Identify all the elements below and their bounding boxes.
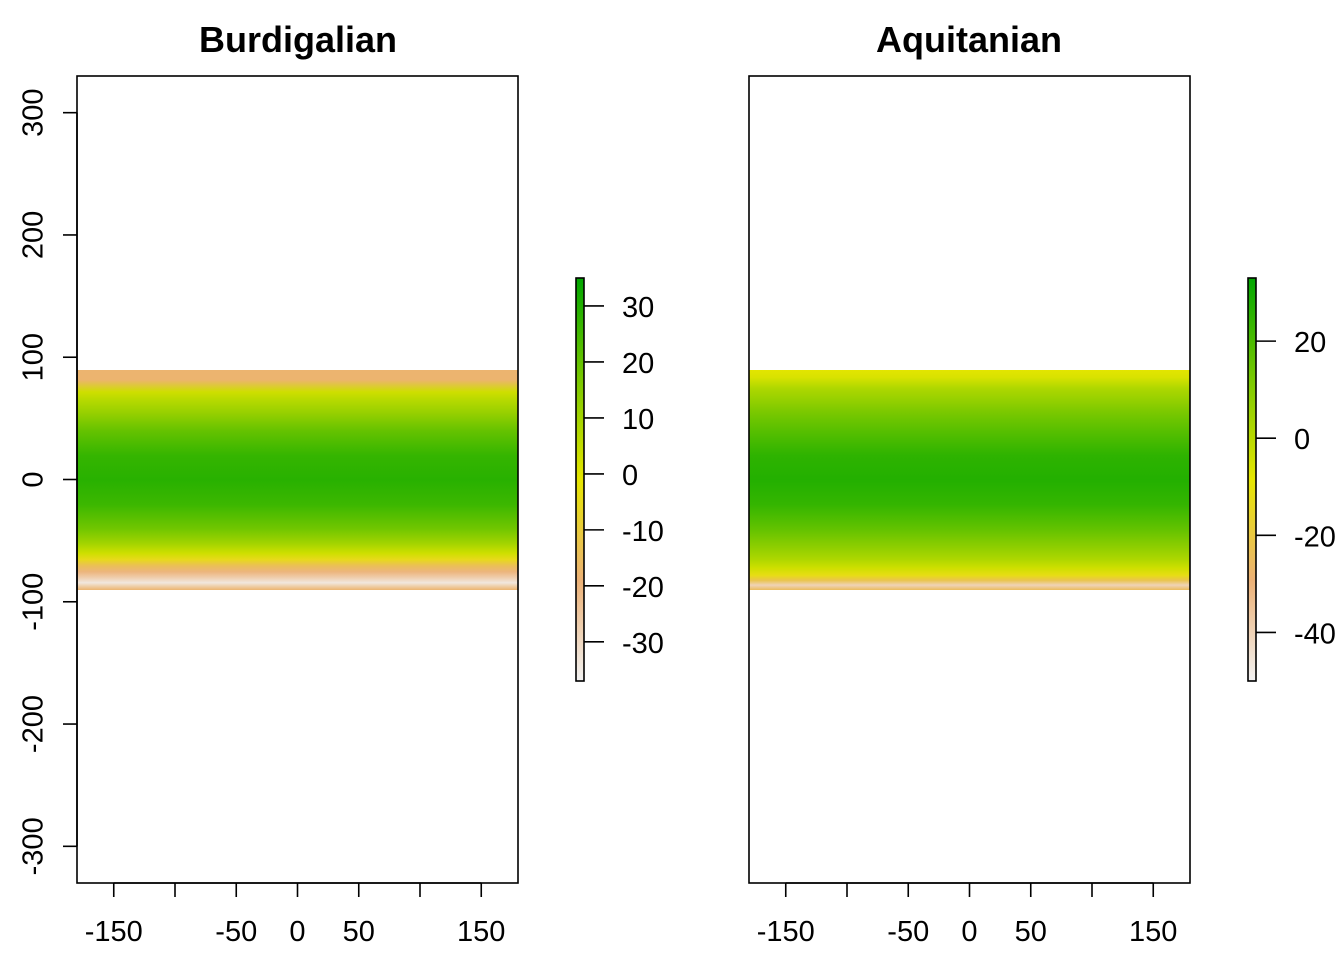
chart-title: Burdigalian [199,19,397,60]
chart-title: Aquitanian [876,19,1062,60]
legend-tick-label: 0 [622,460,638,492]
raster-field [749,370,1190,590]
legend-tick-label: -40 [1294,618,1336,650]
y-tick-label: -200 [18,695,50,753]
x-tick-label: 50 [1015,916,1047,948]
color-legend: 20 0 -20 -40 [1247,277,1336,682]
color-legend: 30 20 10 0 -10 -20 -30 [575,277,664,682]
x-tick-label: -50 [215,916,257,948]
legend-colorbar [1248,278,1256,681]
x-tick-label: -50 [887,916,929,948]
legend-tick-label: 10 [622,404,654,436]
x-axis: -150 -50 0 50 150 [85,882,505,948]
legend-tick-label: -20 [1294,521,1336,553]
x-tick-label: -150 [757,916,815,948]
legend-tick-label: 0 [1294,424,1310,456]
legend-tick-label: -10 [622,516,664,548]
legend-tick-label: -30 [622,628,664,660]
y-tick-label: 0 [18,471,50,487]
panel-aquitanian: Aquitanian -150 -50 0 50 150 20 0 -20 -40 [748,19,1336,948]
x-tick-label: 150 [1129,916,1177,948]
x-tick-label: 0 [289,916,305,948]
panel-burdigalian: Burdigalian -150 -50 0 50 150 -300-200-10001… [18,19,664,948]
legend-tick-label: -20 [622,572,664,604]
y-tick-label: -100 [18,573,50,631]
legend-frame [575,277,585,682]
y-tick-label: 200 [18,211,50,259]
y-axis: -300 -200 -100 0 100 200 300 [18,88,78,875]
legend-ticks: 20 0 -20 -40 [1256,327,1336,650]
legend-ticks: 30 20 10 0 -10 -20 -30 [584,292,664,660]
legend-frame [1247,277,1257,682]
x-tick-label: -150 [85,916,143,948]
y-tick-label: 100 [18,333,50,381]
legend-tick-label: 20 [622,348,654,380]
x-tick-label: 50 [343,916,375,948]
x-axis: -150 -50 0 50 150 [757,882,1177,948]
y-tick-label: -300 [18,817,50,875]
x-tick-label: 150 [457,916,505,948]
legend-tick-label: 30 [622,292,654,324]
legend-tick-label: 20 [1294,327,1326,359]
x-tick-label: 0 [961,916,977,948]
raster-field [77,370,518,590]
y-tick-label: 300 [18,88,50,136]
legend-colorbar [576,278,584,681]
